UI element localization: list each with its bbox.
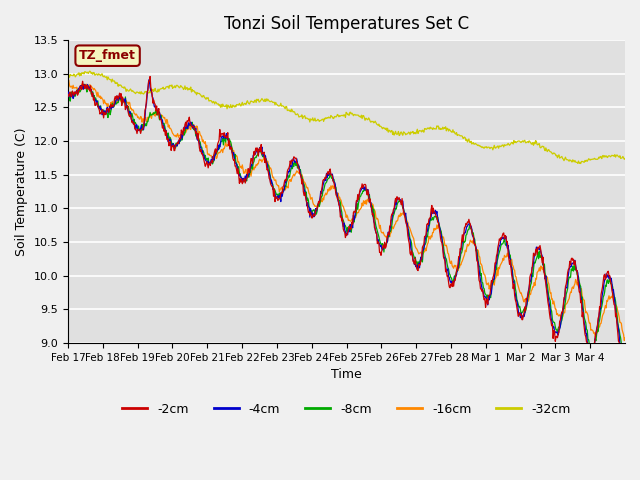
Y-axis label: Soil Temperature (C): Soil Temperature (C) (15, 127, 28, 256)
Title: Tonzi Soil Temperatures Set C: Tonzi Soil Temperatures Set C (224, 15, 469, 33)
Text: TZ_fmet: TZ_fmet (79, 49, 136, 62)
Legend: -2cm, -4cm, -8cm, -16cm, -32cm: -2cm, -4cm, -8cm, -16cm, -32cm (117, 398, 576, 421)
X-axis label: Time: Time (331, 368, 362, 381)
